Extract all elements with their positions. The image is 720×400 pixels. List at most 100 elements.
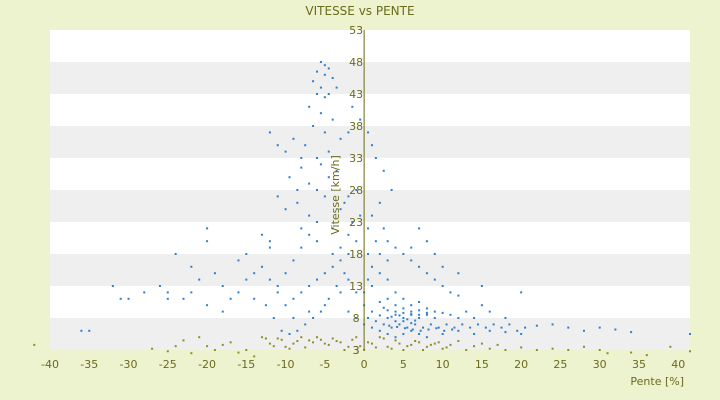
data-point [359,345,362,348]
data-point [437,326,440,329]
data-point [253,355,256,358]
data-point [347,253,350,255]
data-point [425,240,428,243]
x-tick-label: -30 [120,358,138,371]
data-point [319,338,322,341]
data-point [355,317,358,319]
y-tick-label: 3 [353,344,360,357]
data-point [327,93,330,95]
data-point [284,208,287,211]
data-point [315,278,318,281]
data-point [327,150,330,153]
data-point [308,310,311,313]
data-point [272,317,275,319]
data-point [429,343,432,346]
data-point [465,349,468,351]
data-point [378,329,381,332]
data-point [374,240,377,243]
data-point [504,349,507,351]
data-points [33,61,691,358]
data-point [308,182,311,185]
y-tick-label: 38 [349,120,363,133]
data-point [449,343,452,346]
data-point [390,347,393,350]
data-point [206,227,209,230]
data-point [488,329,491,332]
data-point [388,324,391,327]
data-point [323,64,326,67]
data-point [473,345,476,348]
data-point [402,333,405,335]
x-tick-label: 0 [361,358,368,371]
data-point [221,285,224,287]
data-point [127,297,130,300]
data-point [229,341,232,344]
data-point [378,336,381,339]
data-point [264,337,267,340]
data-point [315,70,318,73]
data-point [190,352,193,355]
data-point [382,337,385,340]
data-point [535,349,538,351]
data-point [198,336,201,339]
data-point [394,246,397,249]
data-point [323,131,326,134]
data-point [457,340,460,343]
data-point [80,329,83,332]
grid-band [50,190,690,222]
data-point [323,73,326,76]
data-point [276,291,279,294]
data-point [374,157,377,159]
data-point [410,343,413,346]
y-tick-label: 8 [353,312,360,325]
data-point [386,309,389,312]
data-point [473,317,476,319]
data-point [347,195,350,198]
data-point [473,333,476,335]
data-point [414,319,417,322]
data-point [331,337,334,340]
data-point [304,323,307,326]
data-point [398,323,401,326]
data-point [520,346,523,349]
data-point [261,336,264,339]
data-point [347,233,350,236]
data-point [484,326,487,329]
data-point [323,304,326,307]
data-point [457,272,460,275]
data-point [418,309,421,312]
data-point [582,329,585,332]
data-point [689,350,691,353]
data-point [453,326,456,329]
data-point [327,176,330,179]
data-point [370,285,373,287]
data-point [476,323,479,326]
data-point [351,221,354,223]
data-point [264,304,267,307]
data-point [304,144,307,147]
data-point [402,297,405,300]
data-point [410,329,413,332]
data-point [488,310,491,313]
data-point [386,317,389,319]
data-point [410,322,413,325]
x-tick-label: -25 [159,358,177,371]
data-point [390,315,393,318]
data-point [492,323,495,326]
data-point [288,347,291,350]
data-point [425,307,428,310]
grid-band [50,126,690,158]
data-point [367,253,370,255]
data-point [480,285,483,287]
data-point [245,278,248,281]
data-point [268,246,271,249]
data-point [567,349,570,351]
x-tick-label: 25 [553,358,567,371]
data-point [268,131,271,134]
data-point [504,331,507,334]
data-point [630,331,633,334]
data-point [312,125,315,127]
data-point [323,272,326,275]
data-point [166,297,169,300]
data-point [504,317,507,319]
